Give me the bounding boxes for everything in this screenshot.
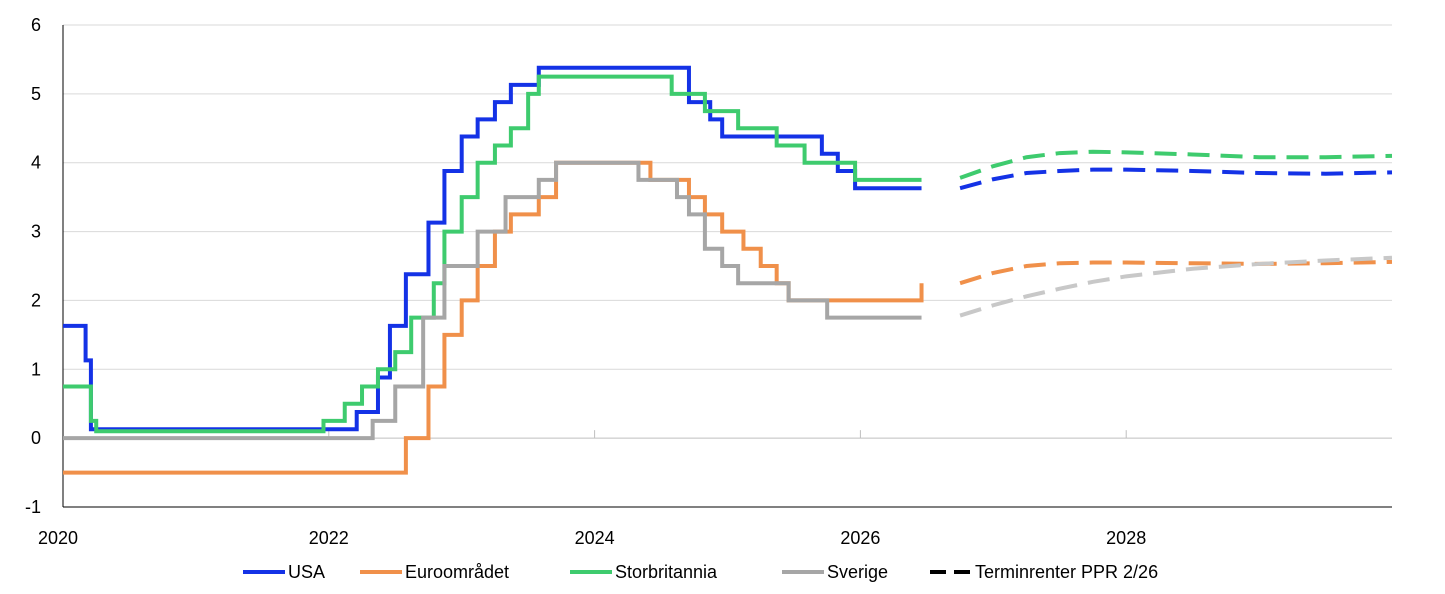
y-tick-label: 1: [31, 359, 41, 379]
legend: USA Euroområdet Storbritannia Sverige Termin…: [243, 562, 1158, 582]
gridlines: [63, 24, 1392, 370]
legend-item: Sverige: [782, 562, 888, 582]
legend-item: Terminrenter PPR 2/26: [930, 562, 1158, 582]
legend-item: Storbritannia: [570, 562, 718, 582]
legend-label: Euroområdet: [405, 562, 509, 582]
policy-rate-line-0: [63, 65, 922, 432]
legend-label: Storbritannia: [615, 562, 718, 582]
axes: -1 0 1 2 3 4 5 6 2020 2022 2024 2026 2028: [25, 15, 1392, 548]
y-tick-label: 6: [31, 15, 41, 35]
y-tick-label: 3: [31, 222, 41, 242]
legend-label: Terminrenter PPR 2/26: [975, 562, 1158, 582]
x-tick-label: 2028: [1106, 528, 1146, 548]
forward-rate-line-5: [959, 167, 1393, 191]
x-tick-label: 2026: [840, 528, 880, 548]
forward-rate-line-7: [959, 255, 1393, 318]
policy-rate-line-3: [63, 160, 922, 441]
policy-rate-line-2: [63, 74, 922, 434]
policy-rate-line-1: [63, 160, 924, 475]
legend-item: Euroområdet: [360, 562, 509, 582]
x-tick-label: 2022: [309, 528, 349, 548]
y-tick-label: 4: [31, 153, 41, 173]
legend-label: Sverige: [827, 562, 888, 582]
forward-rate-line-6: [959, 259, 1393, 286]
series-lines: [63, 65, 1393, 475]
legend-item: USA: [243, 562, 325, 582]
y-tick-label: 2: [31, 290, 41, 310]
x-tick-label: 2020: [38, 528, 78, 548]
legend-label: USA: [288, 562, 325, 582]
y-tick-label: -1: [25, 497, 41, 517]
forward-rate-line-4: [959, 149, 1393, 180]
y-tick-label: 0: [31, 428, 41, 448]
y-tick-label: 5: [31, 84, 41, 104]
x-tick-label: 2024: [575, 528, 615, 548]
